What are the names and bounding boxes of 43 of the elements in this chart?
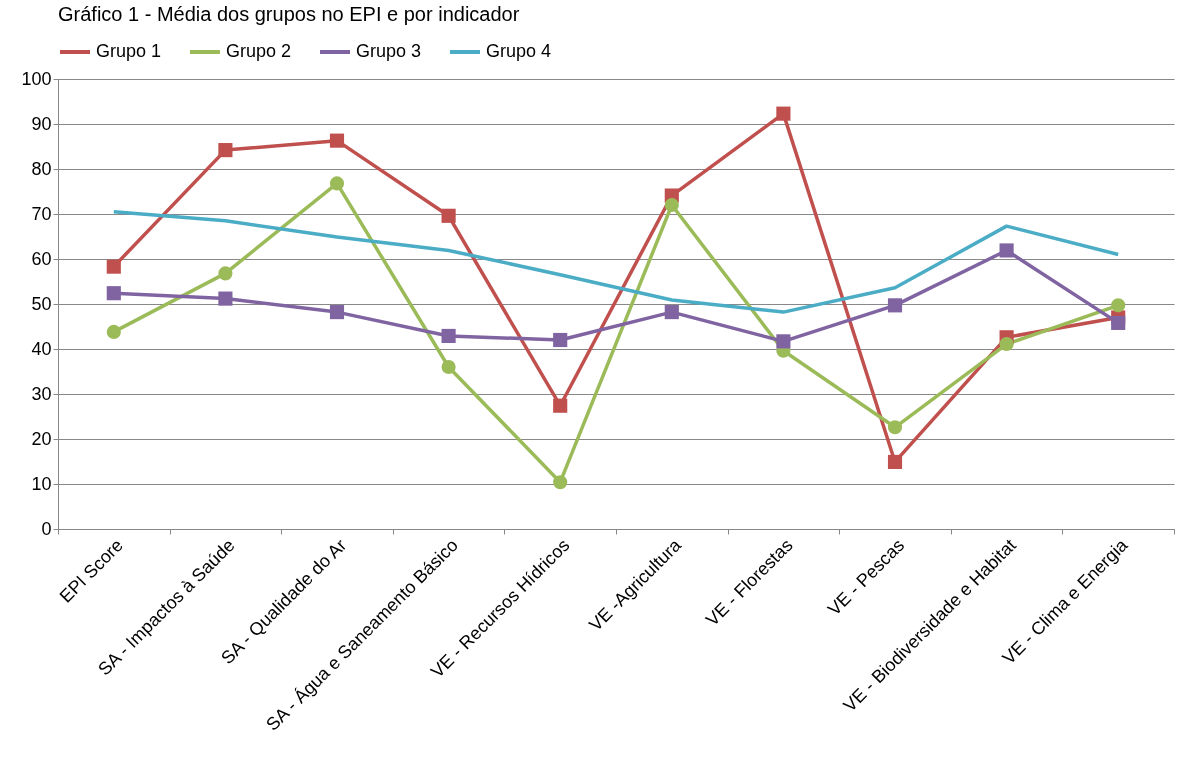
point (664, 197, 679, 213)
y-tick-label: 100 (21, 68, 52, 89)
point (106, 324, 121, 339)
y-tick-label: 10 (31, 473, 52, 494)
point (999, 336, 1014, 352)
point (553, 475, 568, 490)
point (999, 243, 1014, 258)
point (887, 454, 903, 470)
point (441, 328, 456, 344)
point (887, 420, 903, 435)
point (218, 143, 233, 158)
line-series (112, 210, 1120, 314)
point (776, 334, 791, 349)
point (441, 208, 456, 223)
point (441, 359, 456, 375)
y-tick-label: 70 (31, 203, 52, 224)
y-tick-label: 50 (31, 293, 52, 314)
y-tick-label: 90 (31, 113, 52, 134)
y-tick-label: 20 (31, 428, 52, 449)
point (1111, 315, 1126, 330)
point (553, 332, 568, 348)
point (329, 176, 345, 191)
point (329, 133, 345, 148)
legend-label: Grupo 2 (226, 41, 292, 61)
point (776, 106, 791, 121)
legend-label: Grupo 1 (96, 41, 162, 61)
point (218, 291, 233, 306)
y-tick-label: 30 (31, 383, 52, 404)
y-tick-label: 80 (31, 158, 52, 179)
point (887, 298, 903, 313)
point (106, 286, 121, 301)
y-tick-label: 60 (31, 248, 52, 269)
legend-label: Grupo 4 (486, 41, 552, 61)
point (106, 259, 121, 274)
chart-title: Gráfico 1 - Média dos grupos no EPI e por indicador (58, 3, 520, 25)
point (553, 398, 568, 413)
point (1111, 298, 1126, 313)
y-tick-label: 0 (41, 518, 52, 539)
point (329, 305, 345, 320)
y-tick-label: 40 (31, 338, 52, 359)
point (664, 305, 679, 320)
point (218, 266, 233, 281)
legend-label: Grupo 3 (356, 41, 422, 61)
